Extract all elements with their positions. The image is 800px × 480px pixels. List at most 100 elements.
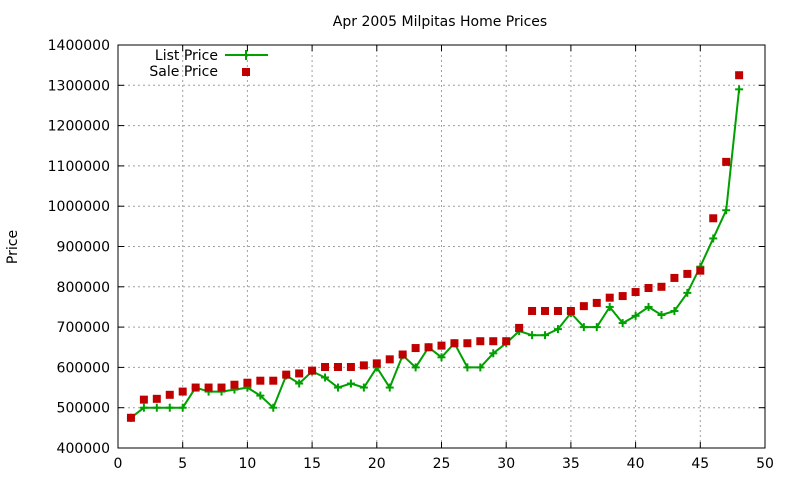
list-price-point	[346, 379, 355, 388]
sale-price-point	[592, 298, 601, 307]
list-price-point	[644, 302, 653, 311]
sale-price-point	[295, 369, 304, 378]
list-price-point	[631, 311, 640, 320]
series	[126, 71, 744, 422]
y-axis-label: Price	[5, 230, 21, 264]
x-tick-label: 35	[562, 456, 580, 472]
sale-price-point	[165, 390, 174, 399]
x-tick-label: 25	[433, 456, 451, 472]
grid	[118, 45, 765, 448]
x-tick-label: 20	[368, 456, 386, 472]
list-price-point	[553, 325, 562, 334]
list-price-point	[476, 363, 485, 372]
sale-price-point	[450, 339, 459, 348]
series-1	[126, 71, 744, 422]
sale-price-point	[463, 339, 472, 348]
sale-price-point	[528, 306, 537, 315]
sale-price-point	[243, 378, 252, 387]
sale-price-point	[618, 292, 627, 301]
list-price-point	[735, 85, 744, 94]
x-tick-label: 10	[238, 456, 256, 472]
legend-marker-list-price	[241, 50, 251, 60]
sale-price-point	[605, 293, 614, 302]
y-tick-label: 1200000	[48, 119, 110, 135]
list-price-point	[657, 311, 666, 320]
list-price-point	[139, 403, 148, 412]
y-tick-label: 900000	[57, 240, 110, 256]
list-price-point	[722, 206, 731, 215]
sale-price-point	[398, 350, 407, 359]
sale-price-point	[489, 337, 498, 346]
x-tick-label: 45	[691, 456, 709, 472]
list-price-point	[541, 331, 550, 340]
sale-price-point	[683, 269, 692, 278]
list-price-point	[359, 383, 368, 392]
sale-price-point	[269, 376, 278, 385]
sale-price-point	[191, 383, 200, 392]
sale-price-point	[333, 362, 342, 371]
sale-price-point	[308, 366, 317, 375]
list-price-point	[489, 349, 498, 358]
list-price-point	[709, 234, 718, 243]
list-price-point	[528, 331, 537, 340]
sale-price-point	[126, 413, 135, 422]
sale-price-point	[579, 302, 588, 311]
y-tick-label: 700000	[57, 320, 110, 336]
sale-price-point	[178, 387, 187, 396]
sale-price-point	[696, 266, 705, 275]
sale-price-point	[152, 394, 161, 403]
y-tick-label: 400000	[57, 441, 110, 457]
sale-price-point	[346, 362, 355, 371]
sale-price-point	[437, 341, 446, 350]
list-price-point	[165, 403, 174, 412]
legend-label-list-price: List Price	[155, 48, 218, 64]
y-tick-label: 600000	[57, 360, 110, 376]
sale-price-point	[321, 362, 330, 371]
legend-marker-sale-price	[242, 68, 250, 76]
sale-price-point	[204, 383, 213, 392]
sale-price-point	[722, 157, 731, 166]
sale-price-point	[372, 359, 381, 368]
sale-price-point	[385, 355, 394, 364]
list-price-point	[333, 383, 342, 392]
sale-price-point	[515, 323, 524, 332]
list-price-point	[178, 403, 187, 412]
y-tick-label: 1000000	[48, 199, 110, 215]
sale-price-point	[139, 395, 148, 404]
sale-price-point	[502, 337, 511, 346]
x-tick-label: 15	[303, 456, 321, 472]
sale-price-point	[256, 376, 265, 385]
sale-price-point	[230, 380, 239, 389]
list-price-point	[256, 391, 265, 400]
y-tick-label: 500000	[57, 401, 110, 417]
axis-ticks: 0 5 10 15 20 25 30 35 40 45 50 400000 500000 600000 70…	[48, 38, 774, 472]
sale-price-point	[411, 344, 420, 353]
sale-price-point	[670, 273, 679, 282]
x-tick-label: 0	[114, 456, 123, 472]
legend-label-sale-price: Sale Price	[149, 64, 218, 80]
x-tick-label: 5	[178, 456, 187, 472]
x-tick-label: 30	[497, 456, 515, 472]
y-tick-label: 1400000	[48, 38, 110, 54]
x-tick-label: 40	[627, 456, 645, 472]
sale-price-point	[541, 306, 550, 315]
list-price-point	[683, 288, 692, 297]
sale-price-point	[359, 361, 368, 370]
list-price-point	[385, 383, 394, 392]
sale-price-point	[476, 337, 485, 346]
y-tick-label: 800000	[57, 280, 110, 296]
sale-price-point	[553, 306, 562, 315]
list-price-point	[411, 363, 420, 372]
sale-price-point	[282, 370, 291, 379]
list-price-point	[579, 323, 588, 332]
sale-price-point	[735, 71, 744, 80]
y-tick-label: 1100000	[48, 159, 110, 175]
sale-price-point	[709, 214, 718, 223]
list-price-point	[592, 323, 601, 332]
series-0	[126, 85, 744, 422]
legend: List Price Sale Price	[149, 48, 268, 80]
sale-price-point	[644, 284, 653, 293]
list-price-point	[670, 306, 679, 315]
